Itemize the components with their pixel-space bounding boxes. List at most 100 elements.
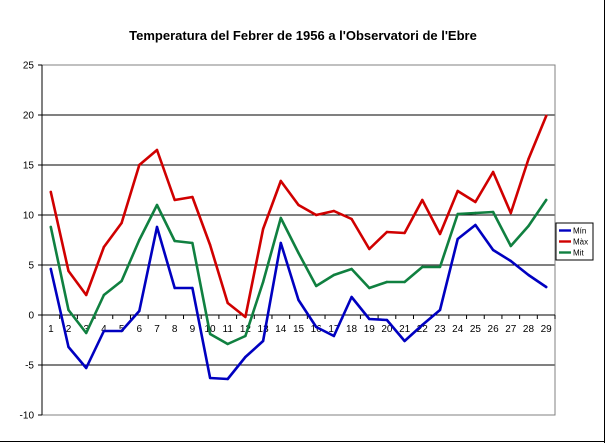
data-point bbox=[456, 189, 459, 193]
data-point bbox=[120, 279, 123, 283]
data-point bbox=[297, 203, 300, 207]
data-point bbox=[85, 293, 88, 297]
data-point bbox=[173, 239, 176, 243]
data-point bbox=[244, 315, 247, 319]
data-point bbox=[49, 225, 52, 229]
data-point bbox=[545, 285, 548, 289]
data-point bbox=[350, 295, 353, 299]
x-tick-label: 18 bbox=[346, 324, 358, 335]
x-tick-label: 17 bbox=[328, 324, 340, 335]
x-tick-label: 14 bbox=[275, 324, 287, 335]
data-point bbox=[509, 244, 512, 248]
data-point bbox=[456, 212, 459, 216]
data-point bbox=[49, 267, 52, 271]
data-point bbox=[120, 221, 123, 225]
x-tick-label: 7 bbox=[154, 324, 160, 335]
y-tick-label: 15 bbox=[23, 161, 35, 172]
x-tick-label: 13 bbox=[258, 324, 270, 335]
data-point bbox=[385, 230, 389, 234]
data-point bbox=[155, 225, 159, 229]
data-point bbox=[438, 232, 442, 236]
data-point bbox=[527, 273, 530, 277]
x-tick-label: 16 bbox=[311, 324, 323, 335]
data-point bbox=[191, 241, 194, 245]
series-line-2 bbox=[49, 114, 548, 319]
data-point bbox=[456, 237, 459, 241]
data-point bbox=[491, 248, 495, 252]
legend-label: Mit bbox=[573, 249, 584, 258]
data-point bbox=[226, 301, 229, 305]
data-point bbox=[527, 157, 530, 161]
data-point bbox=[102, 329, 106, 333]
data-point bbox=[315, 213, 318, 217]
data-point bbox=[226, 377, 229, 381]
x-tick-label: 27 bbox=[505, 324, 517, 335]
data-point bbox=[120, 329, 123, 333]
data-point bbox=[279, 179, 282, 183]
data-point bbox=[385, 280, 389, 284]
data-point bbox=[261, 227, 265, 231]
x-tick-label: 28 bbox=[523, 324, 535, 335]
data-point bbox=[85, 366, 88, 370]
series-lines bbox=[49, 114, 548, 381]
data-point bbox=[491, 170, 495, 174]
data-point bbox=[191, 286, 194, 290]
x-tick-label: 1 bbox=[48, 324, 54, 335]
data-point bbox=[138, 309, 141, 313]
data-point bbox=[491, 210, 495, 214]
data-point bbox=[138, 163, 141, 167]
data-point bbox=[261, 280, 265, 284]
data-point bbox=[208, 332, 212, 336]
data-point bbox=[474, 200, 477, 204]
x-tick-label: 6 bbox=[137, 324, 143, 335]
y-tick-label: 20 bbox=[23, 111, 35, 122]
data-point bbox=[261, 339, 265, 343]
data-point bbox=[350, 217, 353, 221]
data-point bbox=[173, 198, 176, 202]
x-tick-label: 23 bbox=[434, 324, 446, 335]
data-point bbox=[403, 280, 406, 284]
x-tick-label: 29 bbox=[541, 324, 553, 335]
data-point bbox=[155, 148, 159, 152]
data-point bbox=[208, 243, 212, 247]
series-line-3 bbox=[49, 198, 548, 346]
data-point bbox=[509, 259, 512, 263]
data-point bbox=[279, 241, 282, 245]
series-line-1 bbox=[49, 223, 548, 381]
data-point bbox=[350, 267, 353, 271]
data-point bbox=[438, 265, 442, 269]
window-border-bottom bbox=[0, 441, 605, 442]
data-point bbox=[244, 355, 247, 359]
data-point bbox=[155, 203, 159, 207]
data-point bbox=[49, 190, 52, 194]
data-point bbox=[67, 269, 70, 273]
data-point bbox=[279, 216, 282, 220]
data-point bbox=[85, 331, 88, 335]
data-point bbox=[368, 317, 371, 321]
window-border-right bbox=[604, 0, 605, 443]
y-tick-label: 0 bbox=[28, 311, 34, 322]
x-tick-label: 8 bbox=[172, 324, 178, 335]
data-point bbox=[315, 284, 318, 288]
data-point bbox=[421, 265, 424, 269]
y-tick-label: -10 bbox=[20, 411, 35, 422]
x-tick-label: 15 bbox=[293, 324, 305, 335]
y-axis: -10 -5 0 5 10 15 20 25 bbox=[20, 61, 43, 422]
data-point bbox=[545, 198, 548, 202]
data-point bbox=[527, 224, 530, 228]
data-point bbox=[509, 211, 512, 215]
x-tick-label: 19 bbox=[364, 324, 376, 335]
x-tick-label: 22 bbox=[417, 324, 429, 335]
x-tick-label: 11 bbox=[223, 324, 234, 335]
data-point bbox=[67, 308, 70, 312]
data-point bbox=[191, 195, 194, 199]
data-point bbox=[102, 245, 106, 249]
data-point bbox=[102, 293, 106, 297]
data-point bbox=[173, 286, 176, 290]
data-point bbox=[67, 345, 70, 349]
x-tick-label: 4 bbox=[101, 324, 107, 335]
y-tick-label: 5 bbox=[28, 261, 34, 272]
x-tick-label: 24 bbox=[452, 324, 464, 335]
legend-label: Màx bbox=[573, 238, 588, 247]
data-point bbox=[545, 114, 548, 118]
